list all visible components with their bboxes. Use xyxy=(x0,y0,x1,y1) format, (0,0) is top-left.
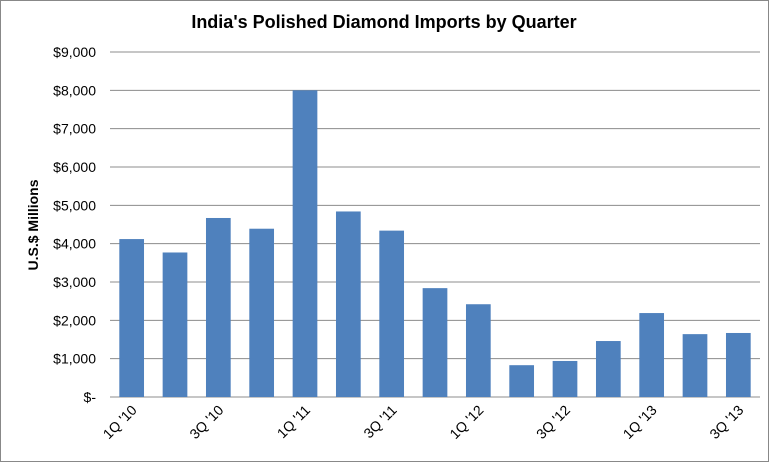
y-tick-label: $1,000 xyxy=(53,351,96,367)
bar-4q-11 xyxy=(422,288,448,397)
y-axis-label: U.S.$ Millions xyxy=(25,179,41,270)
y-tick-label: $9,000 xyxy=(53,44,96,60)
bar-1q-10 xyxy=(119,239,145,397)
x-tick-label: 3Q '13 xyxy=(706,402,746,442)
bar-2q-13 xyxy=(682,334,708,397)
x-tick-label: 3Q '12 xyxy=(533,402,573,442)
bar-1q-12 xyxy=(465,304,491,397)
y-tick-label: $3,000 xyxy=(53,274,96,290)
x-tick-label: 1Q '10 xyxy=(100,402,140,442)
bar-1q-13 xyxy=(639,313,665,397)
chart-title: India's Polished Diamond Imports by Quar… xyxy=(191,12,576,32)
bar-3q-13 xyxy=(725,332,751,397)
bar-2q-12 xyxy=(509,365,535,397)
y-tick-label: $5,000 xyxy=(53,197,96,213)
x-tick-label: 1Q '11 xyxy=(274,402,314,442)
x-tick-label: 3Q '11 xyxy=(360,402,400,442)
bar-1q-11 xyxy=(292,90,318,397)
x-tick-label: 1Q '12 xyxy=(446,402,486,442)
bar-3q-11 xyxy=(379,230,405,397)
bar-4q-10 xyxy=(249,228,275,397)
y-tick-label: $7,000 xyxy=(53,121,96,137)
bar-2q-11 xyxy=(335,211,361,397)
y-tick-label: $6,000 xyxy=(53,159,96,175)
y-tick-label: $8,000 xyxy=(53,82,96,98)
bar-4q-12 xyxy=(595,341,621,397)
x-tick-label: 3Q '10 xyxy=(186,402,226,442)
y-tick-label: $- xyxy=(84,389,97,405)
bar-2q-10 xyxy=(162,252,188,397)
bar-3q-12 xyxy=(552,360,578,397)
x-tick-label: 1Q '13 xyxy=(620,402,660,442)
y-tick-label: $2,000 xyxy=(53,312,96,328)
y-tick-label: $4,000 xyxy=(53,236,96,252)
bar-3q-10 xyxy=(205,217,231,397)
